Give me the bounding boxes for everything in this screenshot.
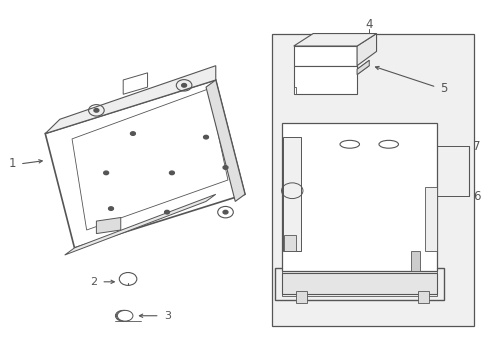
- Text: 6: 6: [473, 190, 481, 203]
- Polygon shape: [411, 251, 420, 271]
- Bar: [284, 235, 296, 251]
- Circle shape: [203, 135, 208, 139]
- Circle shape: [165, 210, 170, 214]
- Bar: [296, 291, 307, 303]
- Polygon shape: [45, 66, 216, 134]
- Polygon shape: [283, 137, 301, 251]
- Bar: [350, 140, 389, 148]
- Circle shape: [94, 109, 99, 112]
- Ellipse shape: [340, 140, 360, 148]
- Polygon shape: [294, 46, 357, 66]
- Ellipse shape: [379, 140, 398, 148]
- Polygon shape: [97, 217, 121, 234]
- Polygon shape: [65, 194, 216, 255]
- Text: 2: 2: [90, 277, 98, 287]
- Text: 4: 4: [366, 18, 373, 31]
- Polygon shape: [72, 89, 228, 230]
- Polygon shape: [206, 80, 245, 202]
- Circle shape: [130, 132, 135, 135]
- Text: 7: 7: [473, 140, 481, 153]
- Polygon shape: [425, 187, 438, 251]
- Polygon shape: [357, 60, 369, 75]
- Polygon shape: [357, 33, 376, 66]
- Text: 1: 1: [9, 157, 16, 170]
- Circle shape: [104, 171, 109, 175]
- Polygon shape: [294, 87, 296, 94]
- Polygon shape: [282, 123, 438, 271]
- Text: 5: 5: [440, 82, 447, 95]
- Polygon shape: [294, 33, 376, 46]
- Ellipse shape: [116, 310, 132, 321]
- Circle shape: [170, 171, 174, 175]
- Polygon shape: [123, 73, 147, 94]
- Ellipse shape: [117, 310, 133, 321]
- Circle shape: [223, 166, 228, 169]
- Bar: [418, 291, 429, 303]
- Circle shape: [223, 210, 228, 214]
- Text: 3: 3: [165, 311, 172, 321]
- Polygon shape: [294, 66, 357, 94]
- Circle shape: [109, 207, 114, 210]
- Polygon shape: [45, 80, 245, 248]
- Ellipse shape: [116, 310, 131, 321]
- Bar: [272, 33, 474, 327]
- Circle shape: [182, 84, 187, 87]
- Polygon shape: [282, 273, 438, 294]
